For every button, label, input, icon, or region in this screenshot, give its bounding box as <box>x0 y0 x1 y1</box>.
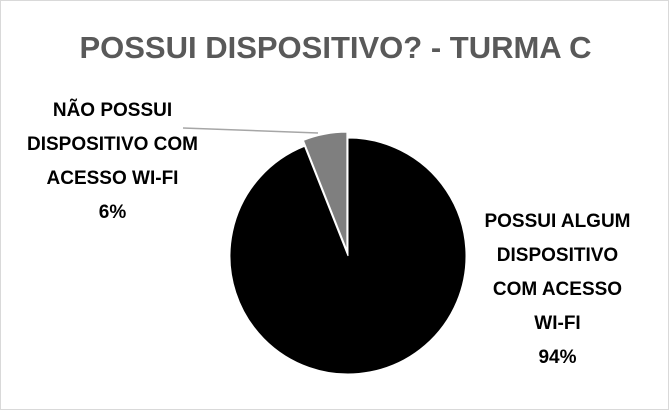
slice-label: NÃO POSSUI DISPOSITIVO COM ACESSO WI-FI … <box>25 94 200 230</box>
pie-slice <box>302 131 348 251</box>
leader-line <box>182 127 319 134</box>
category-label: NÃO POSSUI DISPOSITIVO COM ACESSO WI-FI <box>26 100 199 189</box>
slice-label: POSSUI ALGUM DISPOSITIVO COM ACESSO WI-F… <box>480 205 635 375</box>
chart-title: POSSUI DISPOSITIVO? - TURMA C <box>79 30 592 65</box>
pie-slice <box>229 137 467 375</box>
value-label: 94% <box>538 347 577 368</box>
value-label: 6% <box>98 202 127 223</box>
category-label: POSSUI ALGUM DISPOSITIVO COM ACESSO WI-F… <box>484 211 631 334</box>
